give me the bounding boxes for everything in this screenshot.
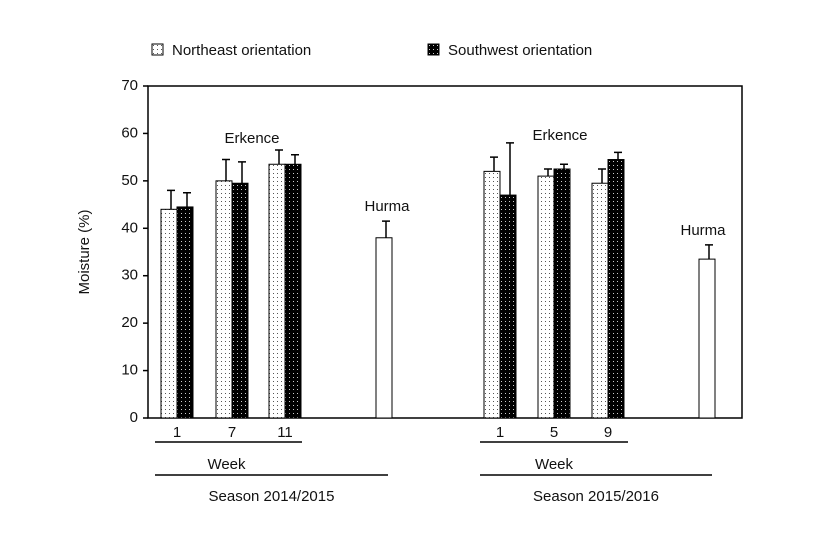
y-tick-label: 20 bbox=[121, 314, 138, 331]
annotation: Erkence bbox=[224, 130, 279, 147]
season-label: Season 2015/2016 bbox=[533, 488, 659, 505]
control-bar bbox=[698, 258, 716, 419]
error-bar bbox=[167, 189, 175, 210]
error-bar bbox=[222, 158, 230, 181]
week-label: Week bbox=[207, 456, 246, 473]
annotation: Erkence bbox=[532, 127, 587, 144]
error-bar bbox=[544, 168, 552, 177]
y-tick-label: 0 bbox=[130, 409, 138, 426]
bar bbox=[591, 182, 609, 419]
error-bar bbox=[183, 191, 191, 207]
bar bbox=[553, 168, 571, 419]
error-bar bbox=[560, 163, 568, 169]
error-bar bbox=[490, 156, 498, 172]
bar bbox=[176, 206, 194, 419]
control-label: Hurma bbox=[364, 198, 410, 215]
x-tick-label: 11 bbox=[277, 424, 293, 441]
legend-label: Southwest orientation bbox=[448, 42, 592, 59]
error-bar bbox=[598, 168, 606, 184]
y-tick-label: 50 bbox=[121, 172, 138, 189]
plot-frame bbox=[147, 85, 743, 419]
legend-label: Northeast orientation bbox=[172, 42, 311, 59]
control-label: Hurma bbox=[680, 222, 726, 239]
bar bbox=[499, 194, 517, 419]
error-bar bbox=[275, 149, 283, 165]
legend-swatch bbox=[427, 43, 440, 56]
bar bbox=[284, 163, 302, 419]
x-tick-label: 7 bbox=[228, 424, 236, 441]
error-bar bbox=[238, 161, 246, 184]
season-label: Season 2014/2015 bbox=[209, 488, 335, 505]
x-tick-label: 9 bbox=[604, 424, 612, 441]
bar bbox=[483, 170, 501, 419]
error-bar bbox=[291, 154, 299, 165]
bar bbox=[231, 182, 249, 419]
x-tick-label: 5 bbox=[550, 424, 558, 441]
y-tick-label: 40 bbox=[121, 219, 138, 236]
bar bbox=[607, 159, 625, 419]
error-bar bbox=[614, 151, 622, 160]
bar bbox=[160, 208, 178, 419]
y-tick-label: 60 bbox=[121, 124, 138, 141]
control-bar bbox=[375, 237, 393, 419]
bar bbox=[537, 175, 555, 419]
error-bar bbox=[506, 142, 514, 196]
x-tick-label: 1 bbox=[496, 424, 504, 441]
bar bbox=[215, 180, 233, 419]
bar bbox=[268, 163, 286, 419]
legend-swatch bbox=[151, 43, 164, 56]
error-bar bbox=[705, 244, 713, 260]
week-label: Week bbox=[535, 456, 574, 473]
x-tick-label: 1 bbox=[173, 424, 181, 441]
y-tick-label: 70 bbox=[121, 77, 138, 94]
y-axis-label: Moisture (%) bbox=[76, 209, 93, 294]
y-tick-label: 10 bbox=[121, 362, 138, 379]
y-tick-label: 30 bbox=[121, 267, 138, 284]
error-bar bbox=[382, 220, 390, 238]
